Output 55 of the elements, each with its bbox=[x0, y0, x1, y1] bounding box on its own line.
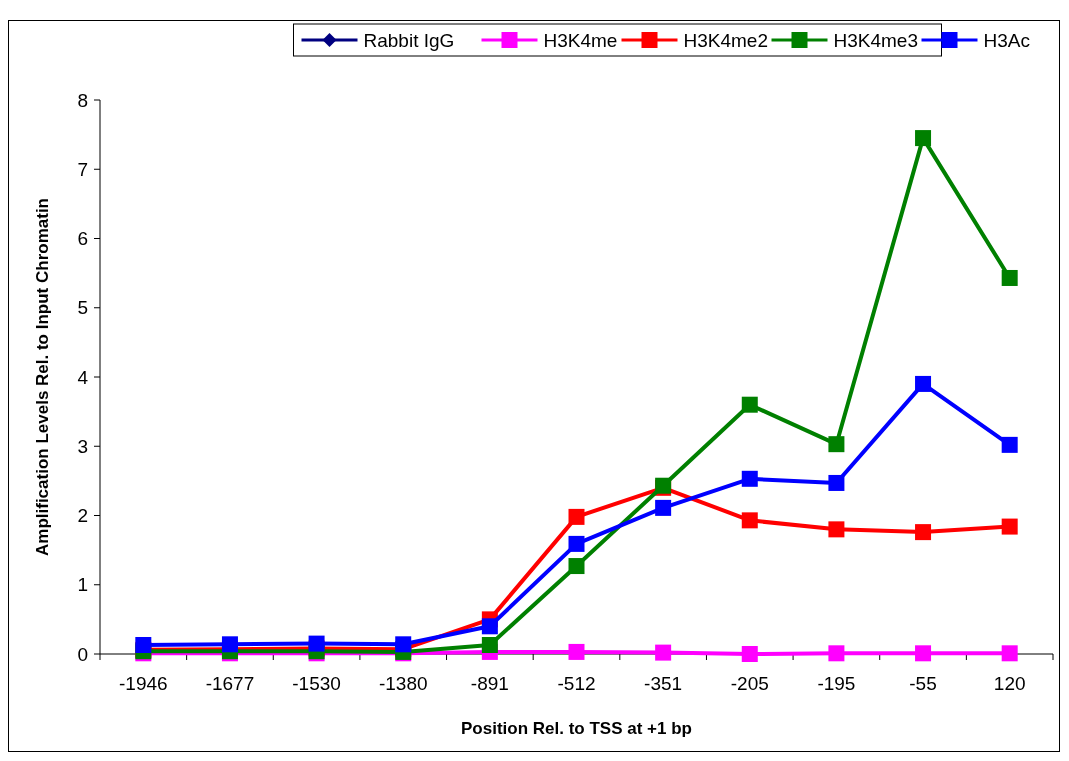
point bbox=[135, 637, 152, 653]
point bbox=[568, 508, 585, 525]
point bbox=[915, 524, 932, 541]
x-tick-label: 120 bbox=[993, 673, 1026, 694]
legend-label: H3Ac bbox=[983, 29, 1030, 51]
point bbox=[741, 470, 758, 487]
point bbox=[1001, 645, 1018, 662]
legend-label: H3K4me2 bbox=[683, 29, 768, 51]
point bbox=[828, 436, 845, 453]
y-tick-label: 8 bbox=[77, 89, 88, 111]
point bbox=[308, 635, 325, 652]
point bbox=[481, 637, 498, 653]
y-tick-label: 3 bbox=[77, 435, 88, 457]
point bbox=[655, 499, 672, 516]
point bbox=[221, 636, 238, 653]
y-tick-label: 6 bbox=[77, 228, 88, 250]
x-tick-label: -351 bbox=[644, 673, 683, 694]
x-tick-label: -55 bbox=[909, 673, 937, 694]
x-tick-label: -512 bbox=[557, 673, 596, 694]
x-tick-label: -1530 bbox=[292, 673, 341, 694]
x-tick-label: -205 bbox=[730, 673, 769, 694]
point bbox=[828, 645, 845, 662]
point bbox=[741, 396, 758, 413]
legend-label: H3K4me3 bbox=[833, 29, 918, 51]
point bbox=[828, 521, 845, 538]
point bbox=[1001, 269, 1018, 286]
x-tick-label: -1677 bbox=[205, 673, 255, 694]
y-tick-label: 1 bbox=[77, 574, 88, 596]
point bbox=[568, 558, 585, 575]
point bbox=[741, 512, 758, 529]
point bbox=[655, 644, 672, 661]
y-tick-label: 2 bbox=[77, 505, 88, 527]
point bbox=[568, 535, 585, 552]
point bbox=[1001, 436, 1018, 453]
y-tick-label: 4 bbox=[77, 366, 89, 388]
x-tick-label: -891 bbox=[470, 673, 509, 694]
x-tick-label: -1380 bbox=[378, 673, 428, 694]
x-axis-title: Position Rel. to TSS at +1 bp bbox=[461, 719, 692, 738]
y-tick-label: 5 bbox=[77, 297, 88, 319]
x-tick-label: -1946 bbox=[119, 673, 168, 694]
point bbox=[915, 375, 932, 392]
point bbox=[1001, 518, 1018, 535]
y-axis-title: Amplification Levels Rel. to Input Chromatin bbox=[33, 198, 52, 556]
point bbox=[395, 636, 412, 653]
point bbox=[915, 645, 932, 662]
point bbox=[741, 646, 758, 662]
point bbox=[568, 643, 585, 660]
y-tick-label: 0 bbox=[77, 643, 88, 665]
point bbox=[481, 618, 498, 635]
point bbox=[915, 130, 932, 147]
x-tick-label: -195 bbox=[817, 673, 856, 694]
y-tick-label: 7 bbox=[77, 158, 88, 180]
point bbox=[828, 474, 845, 491]
legend-label: H3K4me bbox=[543, 29, 618, 51]
legend-label: Rabbit IgG bbox=[363, 29, 455, 51]
